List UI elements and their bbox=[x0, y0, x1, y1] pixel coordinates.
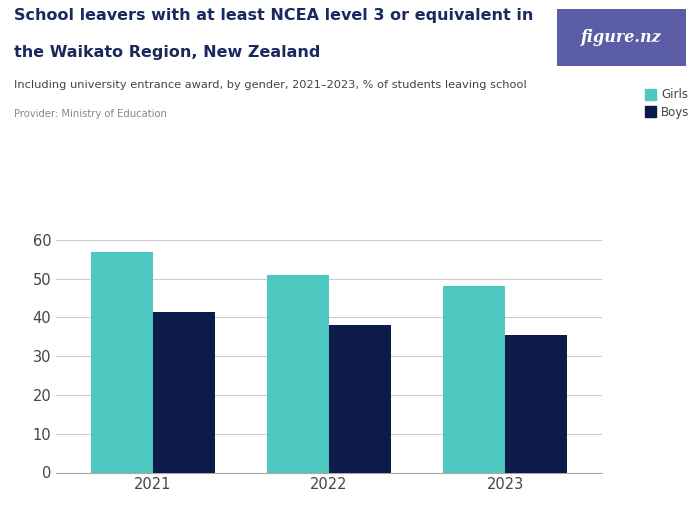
Bar bbox=[444, 287, 505, 472]
Bar bbox=[153, 312, 214, 472]
Bar bbox=[267, 275, 329, 472]
Legend: Girls, Boys: Girls, Boys bbox=[643, 87, 691, 120]
Text: School leavers with at least NCEA level 3 or equivalent in: School leavers with at least NCEA level … bbox=[14, 8, 533, 23]
Text: Including university entrance award, by gender, 2021–2023, % of students leaving: Including university entrance award, by … bbox=[14, 80, 526, 90]
Text: the Waikato Region, New Zealand: the Waikato Region, New Zealand bbox=[14, 45, 321, 60]
Bar bbox=[329, 325, 391, 472]
Bar bbox=[505, 335, 567, 472]
Text: Provider: Ministry of Education: Provider: Ministry of Education bbox=[14, 109, 167, 119]
Text: figure.nz: figure.nz bbox=[581, 29, 662, 46]
Bar bbox=[91, 251, 153, 472]
